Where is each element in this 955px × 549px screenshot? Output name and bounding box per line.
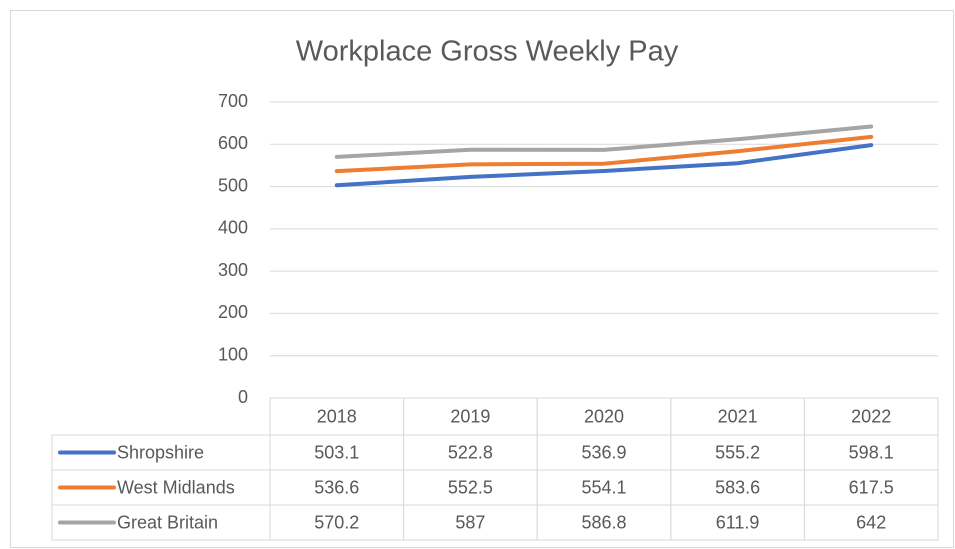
chart-title: Workplace Gross Weekly Pay xyxy=(296,36,679,68)
legend-label: West Midlands xyxy=(117,477,235,497)
legend-label: Shropshire xyxy=(117,442,204,462)
y-tick-label: 100 xyxy=(218,344,248,364)
x-tick-label: 2021 xyxy=(718,406,758,426)
table-value: 617.5 xyxy=(849,477,894,497)
table-value: 642 xyxy=(856,512,886,532)
table-value: 587 xyxy=(455,512,485,532)
series-line xyxy=(334,143,874,188)
y-tick-label: 200 xyxy=(218,302,248,322)
table-value: 570.2 xyxy=(314,512,359,532)
legend-label: Great Britain xyxy=(117,512,218,532)
table-value: 583.6 xyxy=(715,477,760,497)
table-value: 586.8 xyxy=(581,512,626,532)
series-line xyxy=(334,134,874,174)
x-tick-label: 2020 xyxy=(584,406,624,426)
table-value: 536.9 xyxy=(581,442,626,462)
y-tick-label: 700 xyxy=(218,91,248,111)
table-value: 552.5 xyxy=(448,477,493,497)
y-tick-label: 0 xyxy=(238,387,248,407)
table-value: 554.1 xyxy=(581,477,626,497)
table-cell xyxy=(803,504,939,541)
x-tick-label: 2019 xyxy=(450,406,490,426)
table-value: 536.6 xyxy=(314,477,359,497)
y-tick-label: 300 xyxy=(218,260,248,280)
table-value: 611.9 xyxy=(716,512,760,532)
x-tick-label: 2018 xyxy=(317,406,357,426)
y-tick-label: 600 xyxy=(218,133,248,153)
y-tick-label: 400 xyxy=(218,218,248,238)
table-value: 522.8 xyxy=(448,442,493,462)
series-line xyxy=(334,124,874,159)
table-value: 598.1 xyxy=(849,442,894,462)
chart-frame xyxy=(10,10,954,548)
table-value: 503.1 xyxy=(314,442,359,462)
table-value: 555.2 xyxy=(715,442,760,462)
y-tick-label: 500 xyxy=(218,175,248,195)
x-tick-label: 2022 xyxy=(851,406,891,426)
